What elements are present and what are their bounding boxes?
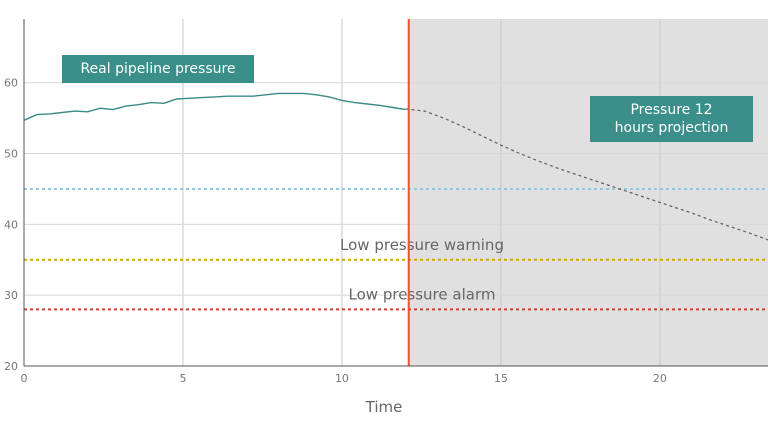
projection-annotation-line1: Pressure 12 xyxy=(630,102,713,118)
pressure-series-line xyxy=(23,92,406,121)
y-tick-label: 60 xyxy=(4,77,18,90)
x-tick-label: 0 xyxy=(21,372,28,385)
reference-line-label: Low pressure alarm xyxy=(349,285,496,303)
y-tick-label: 20 xyxy=(4,360,18,373)
real-pressure-annotation: Real pipeline pressure xyxy=(62,55,254,83)
axes xyxy=(23,19,768,367)
real-pressure-annotation-text: Real pipeline pressure xyxy=(80,61,236,77)
y-tick-label: 30 xyxy=(4,289,18,302)
x-tick-label: 15 xyxy=(494,372,508,385)
x-tick-label: 5 xyxy=(179,372,186,385)
y-tick-label: 50 xyxy=(4,148,18,161)
tick-labels: 0 5 10 15 20 20 30 40 50 60 xyxy=(4,77,667,385)
reference-lines: Low pressure warning Low pressure alarm xyxy=(24,187,768,311)
x-tick-label: 10 xyxy=(335,372,349,385)
series-lines xyxy=(23,92,768,241)
projection-annotation-line2: hours projection xyxy=(614,120,729,136)
x-axis-title: Time xyxy=(365,398,403,416)
projection-series-line xyxy=(405,108,768,241)
projection-region xyxy=(408,19,768,366)
x-tick-label: 20 xyxy=(653,372,667,385)
reference-line-label: Low pressure warning xyxy=(340,236,504,254)
projection-annotation: Pressure 12 hours projection xyxy=(590,96,753,142)
y-tick-label: 40 xyxy=(4,218,18,231)
